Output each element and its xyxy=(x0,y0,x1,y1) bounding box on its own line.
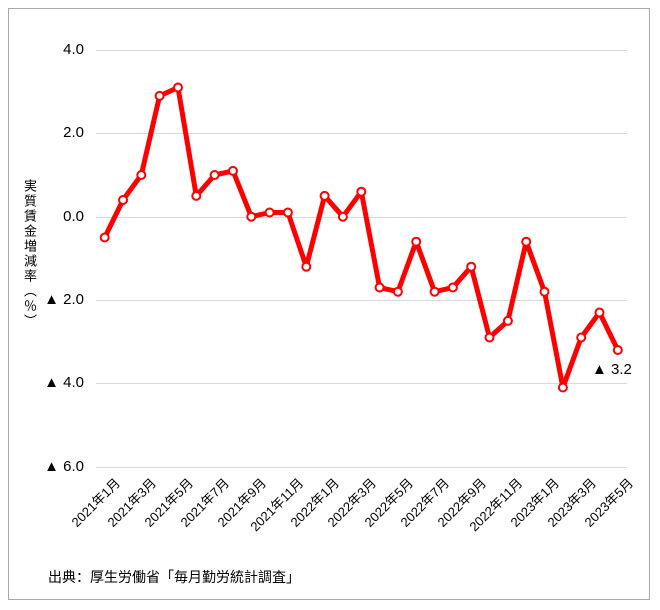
line-series xyxy=(102,85,621,390)
gridline xyxy=(95,216,627,218)
y-tick-label: ▲ 6.0 xyxy=(44,457,84,475)
data-point xyxy=(264,207,275,218)
data-point xyxy=(594,307,605,318)
data-point xyxy=(209,170,220,180)
data-point xyxy=(521,236,532,247)
data-point xyxy=(466,261,477,272)
y-tick-label: 0.0 xyxy=(63,207,84,225)
data-point xyxy=(282,207,293,218)
y-tick-label: 4.0 xyxy=(63,41,84,59)
data-point xyxy=(411,236,422,247)
data-point xyxy=(392,286,403,297)
data-point xyxy=(447,282,458,293)
gridline xyxy=(95,50,627,52)
data-point xyxy=(136,170,147,180)
data-point xyxy=(173,82,183,93)
y-axis-title: 実質賃金増減率（％） xyxy=(22,179,37,329)
data-point xyxy=(502,315,513,326)
data-point xyxy=(484,332,495,343)
data-point xyxy=(99,232,110,243)
data-point xyxy=(356,186,367,197)
gridline xyxy=(95,133,627,135)
data-point xyxy=(429,286,440,297)
last-point-data-label: ▲ 3.2 xyxy=(592,361,632,378)
gridline xyxy=(95,300,627,302)
data-point xyxy=(246,211,257,222)
chart-border xyxy=(8,8,650,600)
y-tick-label: 2.0 xyxy=(63,124,84,142)
gridline xyxy=(95,383,627,385)
data-point xyxy=(154,90,165,101)
source-note: 出典：厚生労働省「毎月勤労統計調査」 xyxy=(48,569,300,585)
y-tick-label: ▲ 2.0 xyxy=(44,291,84,309)
data-point xyxy=(557,382,568,393)
data-point xyxy=(191,190,202,201)
gridline xyxy=(95,466,627,468)
data-point xyxy=(301,261,312,272)
data-point xyxy=(118,195,128,205)
data-point xyxy=(374,282,385,293)
y-tick-label: ▲ 4.0 xyxy=(44,374,84,392)
data-point xyxy=(337,211,348,222)
data-point xyxy=(539,286,550,297)
data-point xyxy=(319,190,330,201)
data-point xyxy=(576,332,587,343)
data-point xyxy=(228,165,238,176)
data-point xyxy=(612,345,623,355)
